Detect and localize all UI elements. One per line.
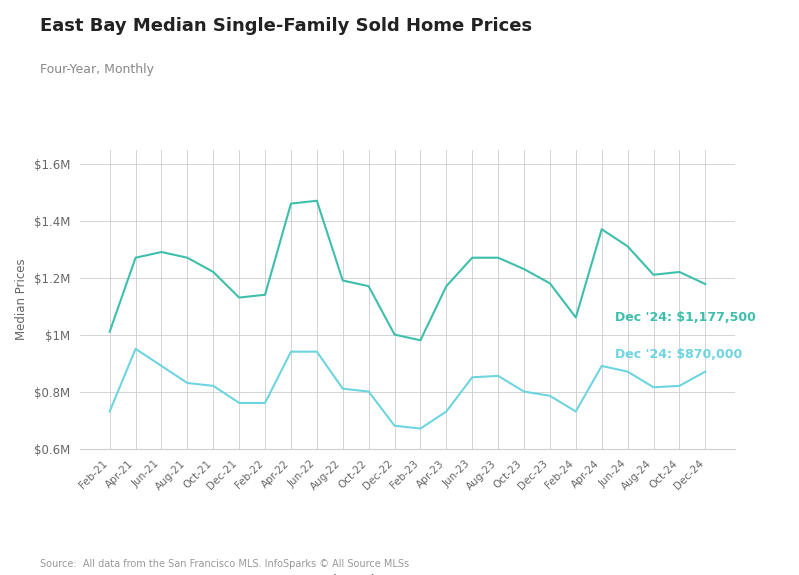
Alameda xyxy=(597,226,606,233)
Contra Costa xyxy=(105,408,114,415)
Alameda xyxy=(105,328,114,335)
Contra Costa xyxy=(364,388,373,395)
Contra Costa xyxy=(338,385,348,392)
Alameda xyxy=(234,294,244,301)
Contra Costa xyxy=(157,362,166,369)
Y-axis label: Median Prices: Median Prices xyxy=(15,258,28,340)
Contra Costa xyxy=(260,400,270,407)
Contra Costa xyxy=(622,368,632,375)
Text: East Bay Median Single-Family Sold Home Prices: East Bay Median Single-Family Sold Home … xyxy=(40,17,532,35)
Alameda xyxy=(390,331,400,338)
Contra Costa xyxy=(390,422,400,429)
Text: Dec '24: $1,177,500: Dec '24: $1,177,500 xyxy=(614,311,756,324)
Alameda xyxy=(131,254,141,261)
Alameda xyxy=(442,283,451,290)
Alameda xyxy=(415,337,425,344)
Alameda xyxy=(701,281,710,288)
Contra Costa xyxy=(467,374,477,381)
Alameda xyxy=(364,283,373,290)
Alameda xyxy=(338,277,348,284)
Contra Costa xyxy=(571,408,581,415)
Contra Costa xyxy=(493,373,503,380)
Alameda xyxy=(493,254,503,261)
Contra Costa xyxy=(234,400,244,407)
Contra Costa xyxy=(312,348,322,355)
Text: Source:  All data from the San Francisco MLS. InfoSparks © All Source MLSs: Source: All data from the San Francisco … xyxy=(40,559,409,569)
Legend: Alameda, Contra Costa: Alameda, Contra Costa xyxy=(293,569,522,575)
Alameda xyxy=(312,197,322,204)
Alameda xyxy=(545,280,555,287)
Alameda xyxy=(209,269,218,275)
Alameda xyxy=(622,243,632,250)
Alameda xyxy=(157,248,166,255)
Contra Costa xyxy=(545,392,555,399)
Alameda xyxy=(649,271,658,278)
Contra Costa xyxy=(131,346,141,352)
Text: Four-Year, Monthly: Four-Year, Monthly xyxy=(40,63,154,76)
Alameda xyxy=(519,266,529,273)
Contra Costa xyxy=(183,380,193,386)
Contra Costa xyxy=(286,348,296,355)
Alameda xyxy=(183,254,193,261)
Alameda xyxy=(467,254,477,261)
Contra Costa xyxy=(209,382,218,389)
Contra Costa xyxy=(701,368,710,375)
Contra Costa xyxy=(674,382,684,389)
Alameda xyxy=(674,269,684,275)
Contra Costa xyxy=(649,384,658,391)
Contra Costa xyxy=(442,408,451,415)
Alameda xyxy=(286,200,296,207)
Line: Alameda: Alameda xyxy=(109,201,706,340)
Contra Costa xyxy=(415,425,425,432)
Alameda xyxy=(260,292,270,298)
Text: Dec '24: $870,000: Dec '24: $870,000 xyxy=(614,348,742,361)
Contra Costa xyxy=(519,388,529,395)
Line: Contra Costa: Contra Costa xyxy=(109,349,706,428)
Contra Costa xyxy=(597,362,606,369)
Alameda xyxy=(571,314,581,321)
